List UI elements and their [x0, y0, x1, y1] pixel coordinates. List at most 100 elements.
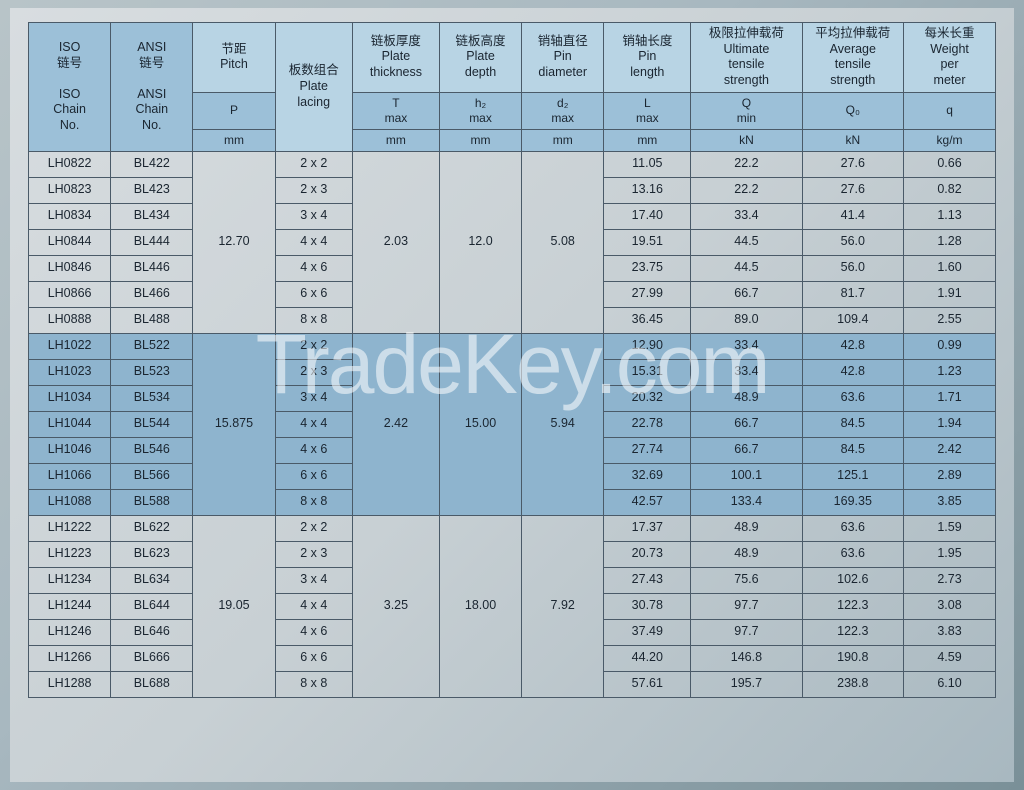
cell: 42.8 [802, 359, 904, 385]
cell: 48.9 [691, 541, 802, 567]
cell: 66.7 [691, 411, 802, 437]
cell: 2.89 [904, 463, 996, 489]
cell: 63.6 [802, 541, 904, 567]
cell: 3.85 [904, 489, 996, 515]
cell: 122.3 [802, 593, 904, 619]
hdr-pinlen: 销轴长度 Pin length [604, 23, 691, 93]
cell: 23.75 [604, 255, 691, 281]
cell: 97.7 [691, 619, 802, 645]
cell: 19.05 [193, 515, 275, 697]
cell: 3.25 [352, 515, 439, 697]
hdr-thickness: 链板厚度 Plate thickness [352, 23, 439, 93]
cell: 27.99 [604, 281, 691, 307]
unit-ult: kN [691, 129, 802, 151]
cell: 48.9 [691, 385, 802, 411]
cell: 18.00 [439, 515, 521, 697]
hdr-lacing: 板数组合 Plate lacing [275, 23, 352, 152]
cell: 2.73 [904, 567, 996, 593]
cell: 42.8 [802, 333, 904, 359]
cell: 20.32 [604, 385, 691, 411]
cell: 1.13 [904, 203, 996, 229]
cell: BL444 [111, 229, 193, 255]
cell: 8 x 8 [275, 489, 352, 515]
cell: BL522 [111, 333, 193, 359]
cell: 20.73 [604, 541, 691, 567]
cell: 84.5 [802, 437, 904, 463]
cell: 37.49 [604, 619, 691, 645]
cell: BL422 [111, 151, 193, 177]
cell: 2.42 [904, 437, 996, 463]
hdr-depth: 链板高度 Plate depth [439, 23, 521, 93]
cell: LH0866 [29, 281, 111, 307]
cell: 22.2 [691, 151, 802, 177]
cell: 4 x 4 [275, 593, 352, 619]
cell: 3 x 4 [275, 567, 352, 593]
cell: 195.7 [691, 671, 802, 697]
cell: 63.6 [802, 385, 904, 411]
unit-pinlen: mm [604, 129, 691, 151]
cell: 12.90 [604, 333, 691, 359]
cell: BL644 [111, 593, 193, 619]
cell: 6 x 6 [275, 463, 352, 489]
cell: 2.55 [904, 307, 996, 333]
cell: 238.8 [802, 671, 904, 697]
cell: 8 x 8 [275, 671, 352, 697]
cell: 4 x 6 [275, 255, 352, 281]
sym-Q0: Q₀ [802, 92, 904, 129]
sym-h2: h₂ max [439, 92, 521, 129]
cell: 1.94 [904, 411, 996, 437]
unit-thick: mm [352, 129, 439, 151]
cell: BL423 [111, 177, 193, 203]
cell: 0.82 [904, 177, 996, 203]
cell: 0.99 [904, 333, 996, 359]
cell: 27.6 [802, 151, 904, 177]
cell: BL466 [111, 281, 193, 307]
cell: 27.43 [604, 567, 691, 593]
cell: LH1266 [29, 645, 111, 671]
cell: 4 x 4 [275, 411, 352, 437]
cell: 75.6 [691, 567, 802, 593]
cell: 15.00 [439, 333, 521, 515]
cell: 97.7 [691, 593, 802, 619]
cell: BL566 [111, 463, 193, 489]
unit-avg: kN [802, 129, 904, 151]
cell: 81.7 [802, 281, 904, 307]
cell: 3.08 [904, 593, 996, 619]
cell: 6 x 6 [275, 281, 352, 307]
unit-pitch: mm [193, 129, 275, 151]
cell: 27.6 [802, 177, 904, 203]
cell: 6.10 [904, 671, 996, 697]
cell: 2 x 2 [275, 333, 352, 359]
cell: LH1222 [29, 515, 111, 541]
cell: 19.51 [604, 229, 691, 255]
table-row: LH1222BL62219.052 x 23.2518.007.9217.374… [29, 515, 996, 541]
sym-L: L max [604, 92, 691, 129]
cell: BL546 [111, 437, 193, 463]
cell: 5.08 [522, 151, 604, 333]
cell: BL534 [111, 385, 193, 411]
cell: 3.83 [904, 619, 996, 645]
cell: 109.4 [802, 307, 904, 333]
cell: 66.7 [691, 281, 802, 307]
cell: BL544 [111, 411, 193, 437]
cell: LH1234 [29, 567, 111, 593]
cell: 100.1 [691, 463, 802, 489]
cell: 1.95 [904, 541, 996, 567]
unit-pindia: mm [522, 129, 604, 151]
cell: BL634 [111, 567, 193, 593]
cell: 169.35 [802, 489, 904, 515]
cell: 27.74 [604, 437, 691, 463]
cell: LH1066 [29, 463, 111, 489]
cell: 4.59 [904, 645, 996, 671]
cell: 66.7 [691, 437, 802, 463]
cell: LH1223 [29, 541, 111, 567]
unit-depth: mm [439, 129, 521, 151]
table-header: ISO 链号 ISO Chain No. ANSI 链号 ANSI Chain … [29, 23, 996, 152]
cell: 2 x 3 [275, 177, 352, 203]
cell: 44.5 [691, 229, 802, 255]
cell: BL623 [111, 541, 193, 567]
cell: LH1046 [29, 437, 111, 463]
cell: 102.6 [802, 567, 904, 593]
cell: 17.37 [604, 515, 691, 541]
cell: 15.875 [193, 333, 275, 515]
